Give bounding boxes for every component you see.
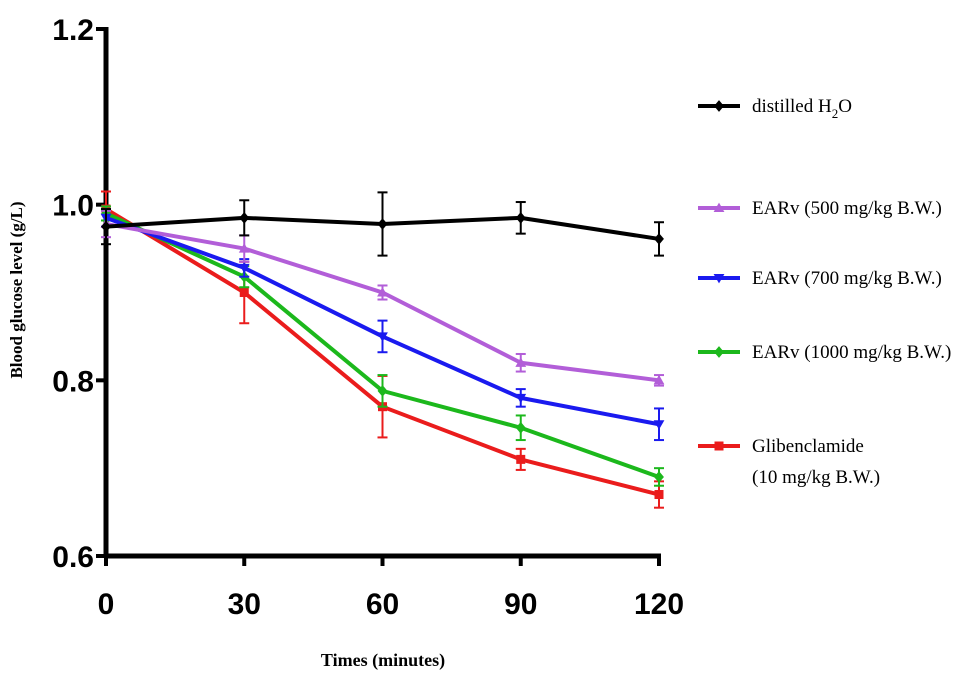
data-point [654, 233, 664, 245]
legend-item: EARv (700 mg/kg B.W.) [698, 268, 942, 289]
series-group [100, 208, 665, 442]
series-group [101, 191, 664, 257]
legend-marker [714, 100, 724, 112]
y-tick-label: 0.8 [52, 365, 94, 398]
legend-label: EARv (1000 mg/kg B.W.) [752, 342, 951, 363]
data-point [377, 332, 388, 342]
legend-marker [714, 441, 724, 451]
legend-label: (10 mg/kg B.W.) [752, 467, 880, 488]
legend-item: EARv (500 mg/kg B.W.) [698, 198, 942, 219]
data-point [515, 421, 526, 434]
x-axis-title: Times (minutes) [321, 650, 445, 671]
y-tick-label: 1.0 [52, 190, 94, 223]
legend-item: Glibenclamide (10 mg/kg B.W.) [698, 436, 880, 488]
legend-label: Glibenclamide [752, 436, 864, 457]
x-tick-label: 90 [504, 588, 537, 621]
data-point [101, 220, 111, 233]
data-point [654, 490, 664, 500]
data-point [238, 243, 250, 253]
x-tick-label: 0 [98, 588, 115, 621]
data-point [516, 454, 526, 464]
data-point [515, 357, 527, 367]
data-point [515, 211, 526, 224]
data-point [515, 393, 527, 404]
data-point [654, 471, 664, 483]
legend-item: distilled H2O [698, 96, 852, 121]
data-point [238, 263, 250, 274]
y-tick-label: 0.6 [52, 541, 94, 574]
y-tick-label: 1.2 [52, 14, 94, 47]
x-tick-label: 60 [366, 588, 399, 621]
legend: distilled H2O EARv (500 mg/kg B.W.) EARv (… [698, 96, 951, 488]
legend-label: distilled H2O [752, 96, 852, 121]
data-point [377, 385, 388, 397]
x-tick-label: 30 [228, 588, 261, 621]
data-point [653, 374, 665, 385]
y-axis-title: Blood glucose level (g/L) [7, 201, 26, 378]
data-point [239, 211, 250, 224]
series-layer [100, 190, 665, 509]
legend-label: EARv (700 mg/kg B.W.) [752, 268, 942, 289]
data-point [377, 287, 388, 297]
ticks: 0 30 60 90 120 0.6 0.8 1.0 1.2 [52, 14, 684, 621]
legend-marker [714, 346, 724, 358]
legend-label: EARv (500 mg/kg B.W.) [752, 198, 942, 219]
legend-item: EARv (1000 mg/kg B.W.) [698, 342, 951, 363]
x-tick-label: 120 [634, 588, 684, 621]
data-point [239, 288, 249, 297]
legend-marker [713, 273, 725, 284]
series-group [100, 209, 665, 387]
legend-marker [713, 202, 725, 213]
data-point [377, 218, 388, 230]
data-point [653, 420, 665, 430]
